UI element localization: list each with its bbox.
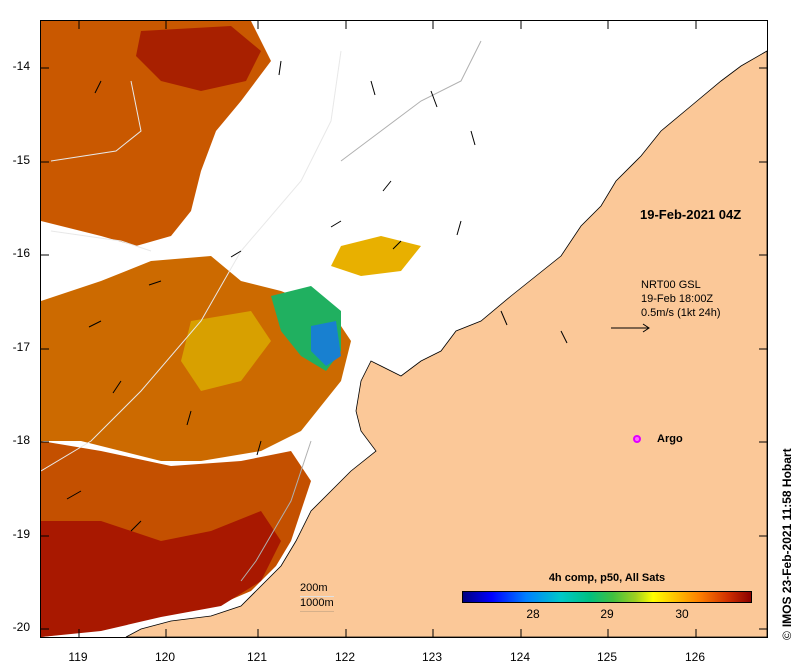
lat-tick: -18: [12, 433, 30, 447]
map-canvas: [41, 21, 767, 637]
colorbar-tick: 30: [675, 607, 689, 621]
map-area[interactable]: [40, 20, 768, 638]
isobath-1000m: [240, 40, 482, 582]
legend-arrow: [611, 323, 650, 333]
date-label: 19-Feb-2021 04Z: [640, 207, 742, 222]
current-vectors: [66, 60, 568, 532]
lon-tick: 124: [509, 650, 531, 664]
lat-tick: -20: [12, 620, 30, 634]
colorbar-title: 4h comp, p50, All Sats: [548, 572, 666, 584]
argo-float-icon[interactable]: [633, 435, 641, 443]
lon-tick: 119: [68, 650, 88, 664]
frame-ticks: [41, 21, 767, 637]
sst-yellow-patch: [181, 311, 271, 391]
credit-text: © IMOS 23-Feb-2021 11:58 Hobart: [780, 448, 794, 640]
lon-tick: 123: [421, 650, 443, 664]
credit-label: IMOS 23-Feb-2021 11:58 Hobart: [780, 448, 794, 628]
colorbar-tick: 29: [600, 607, 614, 621]
lon-tick: 122: [334, 650, 356, 664]
argo-label: Argo: [657, 433, 683, 445]
current-legend: NRT00 GSL 19-Feb 18:00Z 0.5m/s (1kt 24h): [641, 278, 720, 320]
colorbar-tick: 28: [526, 607, 540, 621]
current-time: 19-Feb 18:00Z: [641, 293, 714, 305]
sst-field-southwest-hot: [41, 511, 281, 637]
land-mass: [125, 50, 767, 637]
copyright-icon: ©: [780, 631, 794, 640]
lon-tick: 125: [596, 650, 618, 664]
sst-coolest-patch: [311, 321, 341, 366]
sst-field-north-hot: [136, 26, 261, 91]
lat-tick: -17: [12, 340, 30, 354]
colorbar: [462, 591, 752, 603]
lat-tick: -14: [12, 59, 30, 73]
isobath-legend: 200m 1000m: [300, 582, 334, 612]
isobath-1000m-label: 1000m: [300, 597, 334, 612]
lat-tick: -19: [12, 527, 30, 541]
lon-tick: 126: [684, 650, 706, 664]
sst-warm-patch: [331, 236, 421, 276]
lon-tick: 121: [246, 650, 268, 664]
lat-tick: -16: [12, 246, 30, 260]
isobath-200m-label: 200m: [300, 582, 334, 597]
lon-tick: 120: [154, 650, 176, 664]
lat-tick: -15: [12, 153, 30, 167]
isobath-200m: [41, 50, 342, 472]
current-scale: 0.5m/s (1kt 24h): [641, 307, 721, 319]
current-source: NRT00 GSL: [641, 279, 701, 291]
